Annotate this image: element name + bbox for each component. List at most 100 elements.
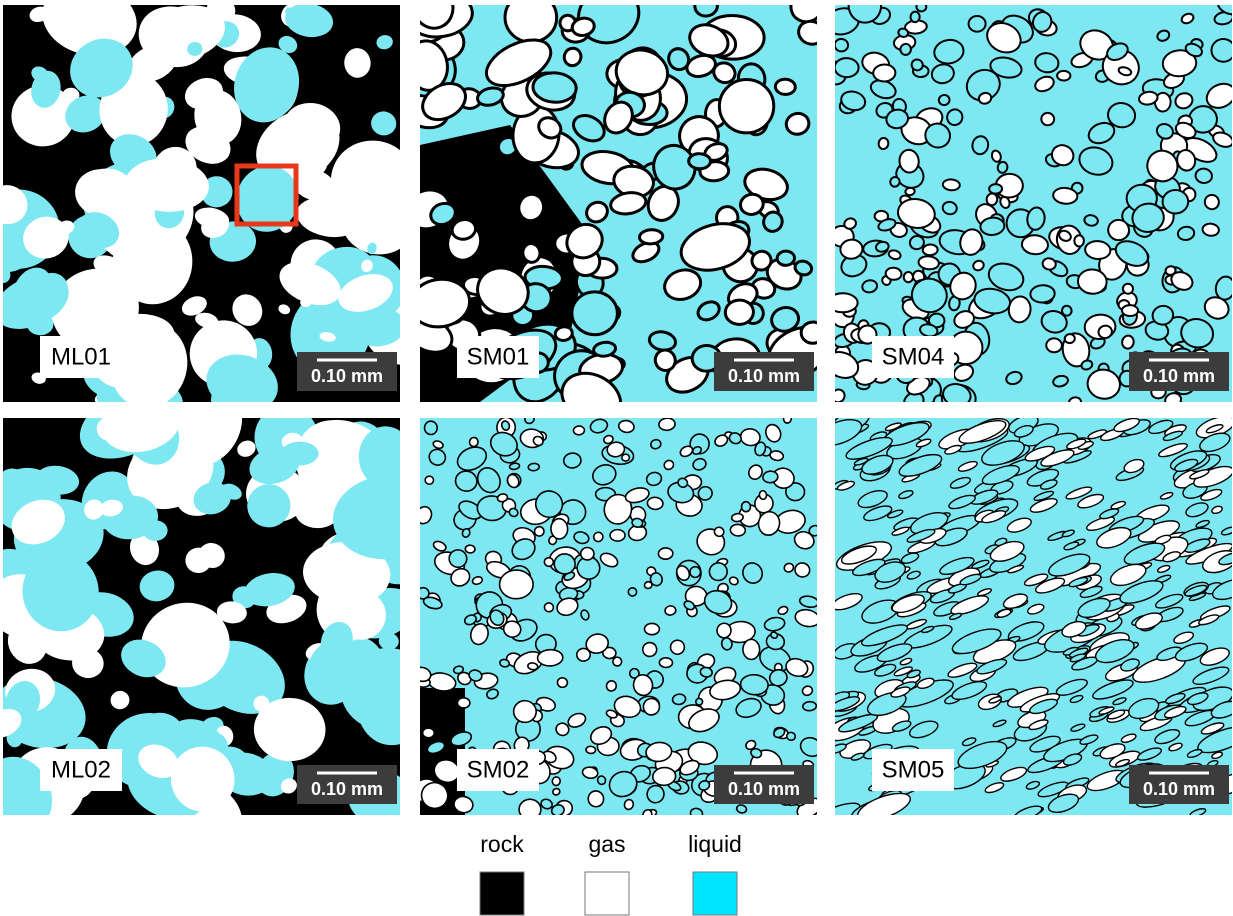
gas-bubble [639,229,663,244]
legend-swatch [693,872,737,915]
gas-bubble [554,325,573,341]
gas-bubble [537,649,563,666]
liquid-region [1061,305,1072,317]
gas-bubble [743,639,760,659]
figure: ML01 0.10 mm SM01 0.10 mm SM04 0.10 mm ML02 0.1… [0,0,1233,916]
page: {"panels": [ {"label": "ML01", "scale_ba… [0,0,1233,916]
liquid-region [968,16,985,32]
gas-bubble [885,267,902,280]
gas-bubble [500,570,534,599]
gas-bubble [658,417,675,430]
gas-bubble [719,79,774,133]
gas-bubble [731,513,743,522]
micrograph-panel: SM05 0.10 mm [812,406,1233,829]
liquid-region [1211,39,1233,62]
scale-bar-label: 0.10 mm [311,779,383,799]
scale-bar-label: 0.10 mm [311,366,383,386]
liquid-region [777,251,795,266]
panel-label: SM04 [882,343,945,370]
micrograph-panel: SM02 0.10 mm [405,413,825,822]
gas-bubble [801,322,825,344]
liquid-region [786,732,795,741]
liquid-region [424,421,437,435]
gas-bubble [942,179,960,191]
liquid-region [762,471,778,484]
gas-bubble [659,658,672,668]
liquid-region [532,72,577,104]
gas-bubble [550,518,568,539]
gas-bubble [730,524,746,537]
gas-bubble [586,746,596,754]
gas-bubble [513,700,537,723]
gas-bubble [923,244,938,255]
gas-bubble [557,677,568,688]
gas-bubble [759,490,767,499]
gas-bubble [873,64,896,82]
liquid-region [1162,190,1188,214]
scale-bar-label: 0.10 mm [1143,366,1215,386]
scale-bar-label: 0.10 mm [728,366,800,386]
micrograph-panel: ML01 0.10 mm [0,0,446,431]
gas-bubble [1064,334,1075,344]
gas-bubble [1074,235,1084,246]
gas-bubble [544,557,554,566]
gas-bubble [425,476,433,484]
gas-bubble [504,0,557,43]
gas-bubble [1085,240,1111,260]
gas-bubble [652,767,676,786]
panel-label: SM01 [467,343,530,370]
liquid-region [802,701,816,711]
liquid-region [916,2,927,13]
liquid-region [563,452,581,468]
scale-bar-label: 0.10 mm [1143,779,1215,799]
liquid-region [554,553,576,574]
micrograph-panel: SM01 0.10 mm [377,0,837,432]
panel-label: ML01 [51,343,111,370]
legend-swatch [480,872,524,915]
gas-bubble [1057,71,1070,81]
gas-bubble [465,545,475,553]
liquid-region [989,184,1002,194]
panel-label: ML02 [51,756,111,783]
micrograph-panel: SM04 0.10 mm [822,0,1233,413]
gas-bubble [664,605,676,616]
gas-bubble [904,272,913,282]
gas-bubble [725,299,754,325]
panel-label: SM05 [882,756,945,783]
gas-bubble [1046,338,1062,352]
gas-bubble [783,414,791,424]
gas-bubble [647,497,664,510]
liquid-region [741,502,750,512]
gas-bubble [1122,305,1138,316]
gas-bubble [457,698,470,708]
panel-label: SM02 [467,756,530,783]
liquid-region [571,291,619,336]
liquid-region [834,58,859,78]
gas-bubble [775,79,796,95]
gas-bubble [581,547,594,560]
gas-bubble [1068,397,1081,408]
legend-swatch [585,872,629,915]
gas-bubble [644,623,659,634]
liquid-region [910,11,920,22]
gas-bubble [469,437,479,447]
liquid-region [900,43,912,55]
liquid-region [696,698,703,705]
scale-bar-label: 0.10 mm [728,779,800,799]
liquid-region [938,94,950,106]
gas-bubble [878,137,889,149]
gas-bubble [1202,223,1220,237]
legend-label: gas [588,831,625,857]
gas-bubble [658,548,673,560]
gas-bubble [519,799,542,821]
legend-label: liquid [688,831,742,857]
micrograph-panel: ML02 0.10 mm [0,360,448,849]
liquid-region [1030,285,1055,304]
gas-bubble [622,454,630,461]
liquid-region [528,463,540,471]
gas-bubble [1041,113,1054,126]
gas-bubble [527,662,538,670]
legend-label: rock [480,831,524,857]
gas-bubble [422,728,434,738]
liquid-region [834,38,848,51]
